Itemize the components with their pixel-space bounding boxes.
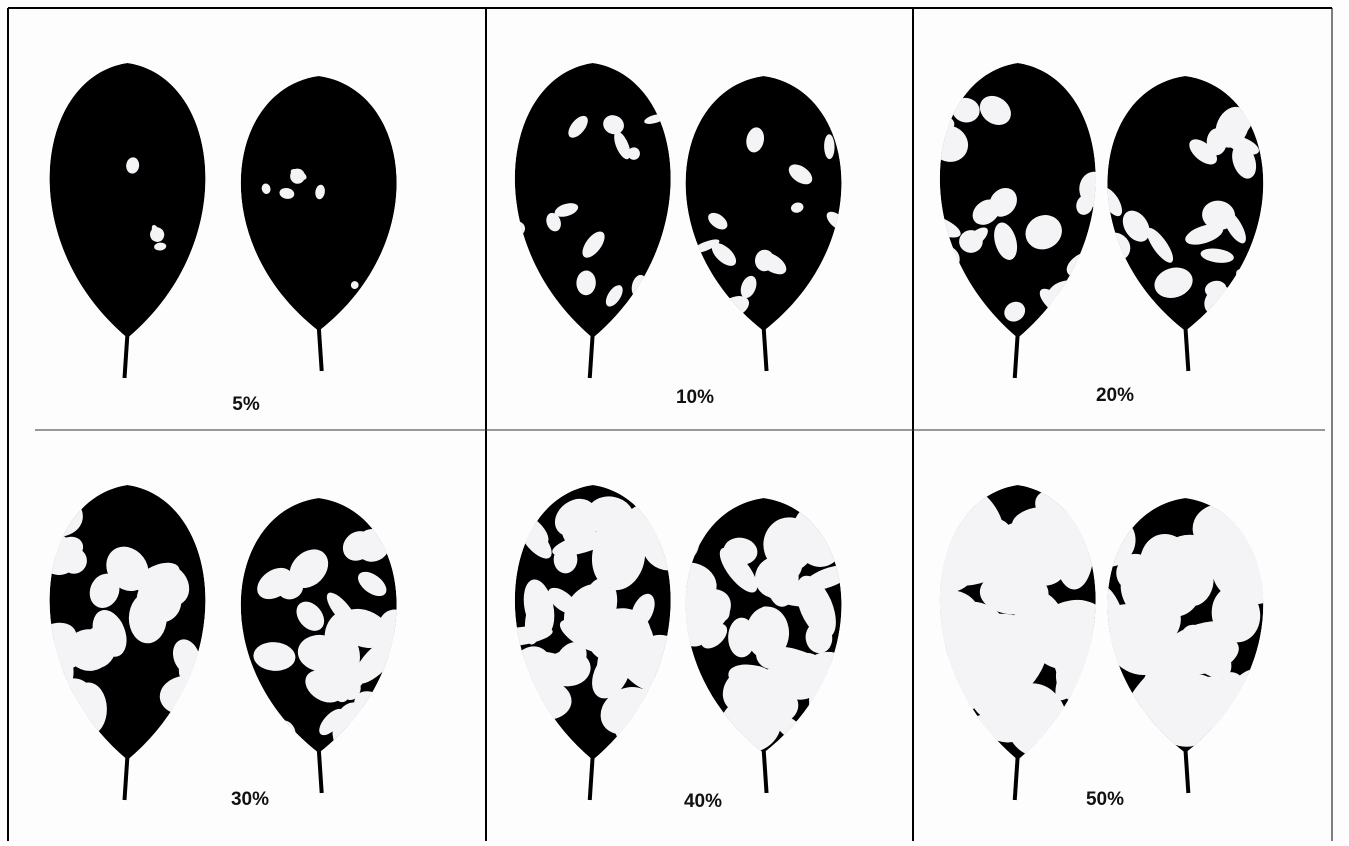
damage-spot: [1005, 609, 1060, 656]
page: {"panels": [{"label": "5%"}, {"label": "…: [0, 0, 1349, 841]
panel-label: 50%: [1086, 789, 1124, 810]
panel-label: 5%: [232, 394, 260, 415]
panel-label: 20%: [1096, 385, 1134, 406]
panel-label: 40%: [684, 791, 722, 812]
defoliation-figure: 5% 10% 20% 30% 40% 50%: [0, 0, 1349, 841]
panel-label: 30%: [231, 789, 269, 810]
panel-label: 10%: [676, 387, 714, 408]
